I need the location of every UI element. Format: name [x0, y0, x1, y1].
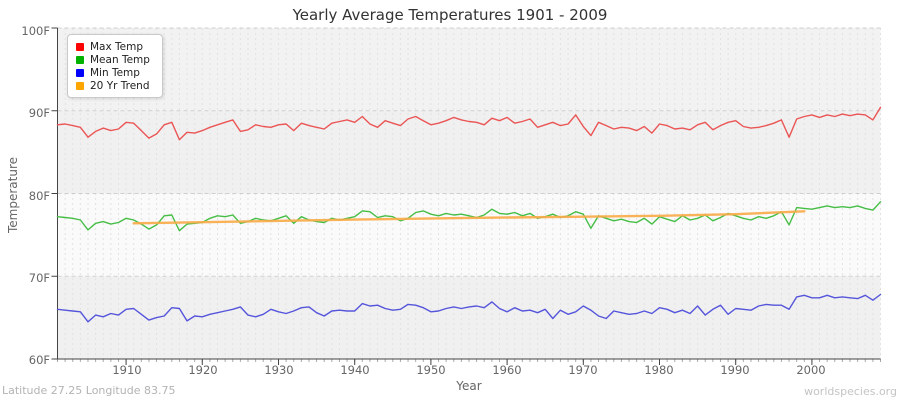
mean-temp-swatch-icon: [76, 55, 84, 64]
legend-item-20yr-trend: 20 Yr Trend: [76, 79, 150, 92]
legend-item-mean-temp: Mean Temp: [76, 53, 150, 66]
y-tick-label-60: 60F: [28, 353, 50, 367]
x-tick-label-1980: 1980: [644, 363, 674, 377]
x-tick-label-1920: 1920: [188, 363, 218, 377]
legend-label: Min Temp: [90, 66, 140, 79]
x-tick-label-2000: 2000: [796, 363, 826, 377]
trend-swatch-icon: [76, 81, 84, 90]
x-tick-label-1910: 1910: [112, 363, 142, 377]
x-axis-title: Year: [456, 379, 482, 393]
x-tick-label-1970: 1970: [568, 363, 598, 377]
y-tick-label-90: 90F: [28, 106, 50, 120]
legend-item-min-temp: Min Temp: [76, 66, 150, 79]
x-tick-label-1940: 1940: [340, 363, 370, 377]
y-tick-label-100: 100F: [21, 24, 50, 38]
watermark: worldspecies.org: [804, 385, 897, 398]
legend-item-max-temp: Max Temp: [76, 40, 150, 53]
chart-title: Yearly Average Temperatures 1901 - 2009: [292, 6, 608, 24]
min-temp-swatch-icon: [76, 68, 84, 77]
legend-label: Max Temp: [90, 40, 144, 53]
x-tick-label-1990: 1990: [720, 363, 750, 377]
y-tick-label-80: 80F: [28, 189, 50, 203]
x-tick-label-1930: 1930: [264, 363, 294, 377]
x-tick-label-1950: 1950: [416, 363, 446, 377]
legend: Max Temp Mean Temp Min Temp 20 Yr Trend: [67, 34, 163, 98]
legend-label: 20 Yr Trend: [90, 79, 150, 92]
coordinates-caption: Latitude 27.25 Longitude 83.75: [2, 384, 176, 397]
x-tick-label-1960: 1960: [492, 363, 522, 377]
max-temp-swatch-icon: [76, 42, 84, 51]
y-tick-label-70: 70F: [28, 271, 50, 285]
legend-label: Mean Temp: [90, 53, 150, 66]
y-axis-title: Temperature: [6, 157, 20, 234]
